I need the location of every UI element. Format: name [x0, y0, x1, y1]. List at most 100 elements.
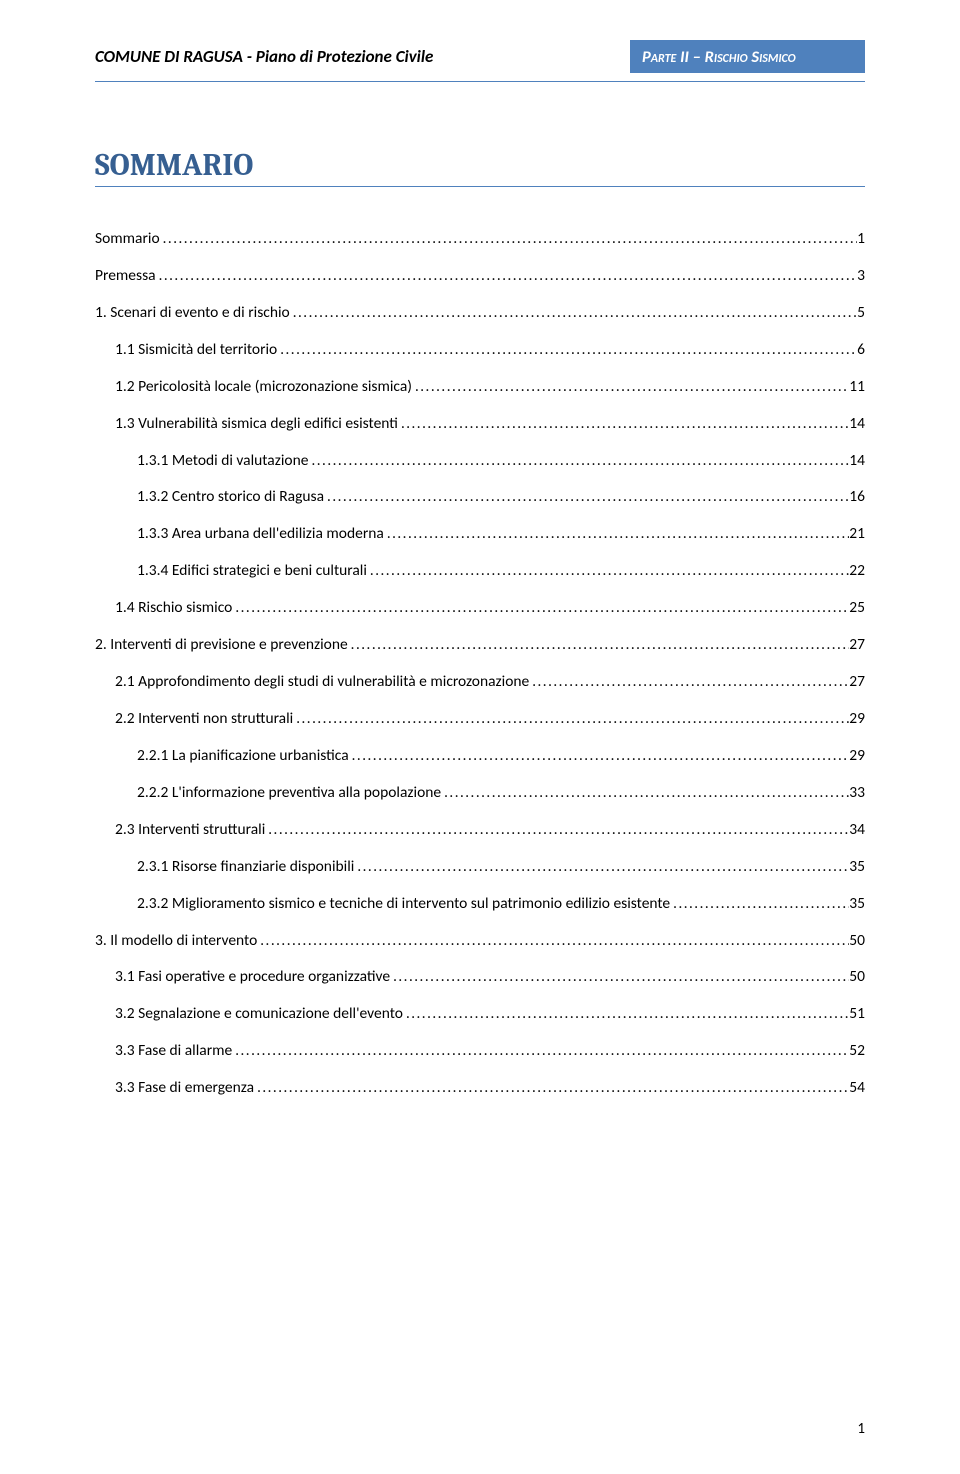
toc-entry-label: 2.2.2 L'informazione preventiva alla pop…: [137, 783, 441, 804]
toc-leader-dots: [254, 1078, 849, 1098]
toc-entry[interactable]: 1.3.1 Metodi di valutazione 14: [95, 451, 865, 472]
toc-entry-page: 52: [849, 1041, 865, 1062]
toc-entry-page: 33: [849, 783, 865, 804]
toc-entry-label: 1.4 Rischio sismico: [115, 598, 232, 619]
toc-entry[interactable]: 3. Il modello di intervento 50: [95, 931, 865, 952]
toc-entry[interactable]: 3.2 Segnalazione e comunicazione dell'ev…: [95, 1004, 865, 1025]
toc-entry[interactable]: 2.2.2 L'informazione preventiva alla pop…: [95, 783, 865, 804]
toc-entry-page: 14: [849, 451, 865, 472]
toc-entry-label: 3. Il modello di intervento: [95, 931, 257, 952]
toc-entry-page: 25: [849, 598, 865, 619]
toc-entry[interactable]: 1. Scenari di evento e di rischio 5: [95, 303, 865, 324]
toc-entry-page: 16: [849, 487, 865, 508]
toc-leader-dots: [384, 524, 849, 544]
toc-leader-dots: [160, 229, 858, 249]
toc-entry-page: 34: [849, 820, 865, 841]
toc-entry-label: 3.3 Fase di allarme: [115, 1041, 232, 1062]
toc-entry-label: 1.3.2 Centro storico di Ragusa: [137, 487, 324, 508]
toc-leader-dots: [290, 303, 857, 323]
toc-entry-page: 11: [849, 377, 865, 398]
toc-leader-dots: [265, 820, 849, 840]
toc-entry-page: 54: [849, 1078, 865, 1099]
toc-entry-label: 1. Scenari di evento e di rischio: [95, 303, 290, 324]
toc-entry-page: 21: [849, 524, 865, 545]
document-page: COMUNE DI RAGUSA - Piano di Protezione C…: [0, 0, 960, 1474]
toc-entry[interactable]: 3.3 Fase di allarme 52: [95, 1041, 865, 1062]
toc-entry-page: 27: [849, 672, 865, 693]
toc-entry-page: 27: [849, 635, 865, 656]
toc-entry-label: 1.3 Vulnerabilità sismica degli edifici …: [115, 414, 398, 435]
toc-entry-page: 35: [849, 857, 865, 878]
header-left-title: COMUNE DI RAGUSA - Piano di Protezione C…: [95, 40, 630, 73]
toc-leader-dots: [232, 1041, 849, 1061]
toc-entry[interactable]: 2.2.1 La pianificazione urbanistica 29: [95, 746, 865, 767]
toc-entry[interactable]: 1.3.3 Area urbana dell'edilizia moderna …: [95, 524, 865, 545]
toc-entry-label: 2.1 Approfondimento degli studi di vulne…: [115, 672, 529, 693]
toc-leader-dots: [390, 967, 849, 987]
toc-entry[interactable]: 3.1 Fasi operative e procedure organizza…: [95, 967, 865, 988]
title-underline: [95, 186, 865, 187]
toc-entry-page: 5: [857, 303, 865, 324]
toc-entry-page: 6: [857, 340, 865, 361]
toc-leader-dots: [308, 451, 849, 471]
toc-entry-label: 2.3 Interventi strutturali: [115, 820, 265, 841]
toc-entry[interactable]: 2. Interventi di previsione e prevenzion…: [95, 635, 865, 656]
toc-entry[interactable]: 1.1 Sismicità del territorio 6: [95, 340, 865, 361]
toc-leader-dots: [529, 672, 849, 692]
toc-entry-page: 1: [857, 229, 865, 250]
toc-entry[interactable]: 2.3.1 Risorse finanziarie disponibili 35: [95, 857, 865, 878]
toc-leader-dots: [412, 377, 849, 397]
toc-entry[interactable]: 1.3.2 Centro storico di Ragusa 16: [95, 487, 865, 508]
toc-entry-page: 29: [849, 746, 865, 767]
toc-entry-page: 35: [849, 894, 865, 915]
toc-entry-page: 51: [849, 1004, 865, 1025]
toc-entry-label: Premessa: [95, 266, 156, 287]
toc-leader-dots: [367, 561, 849, 581]
toc-entry[interactable]: 2.2 Interventi non strutturali 29: [95, 709, 865, 730]
toc-entry[interactable]: 3.3 Fase di emergenza 54: [95, 1078, 865, 1099]
toc-entry[interactable]: 2.3.2 Miglioramento sismico e tecniche d…: [95, 894, 865, 915]
toc-entry-page: 22: [849, 561, 865, 582]
table-of-contents: Sommario 1 Premessa 3 1. Scenari di evento…: [95, 229, 865, 1099]
toc-entry-page: 3: [857, 266, 865, 287]
toc-entry-label: 2.2.1 La pianificazione urbanistica: [137, 746, 349, 767]
toc-leader-dots: [354, 857, 849, 877]
toc-entry[interactable]: 1.2 Pericolosità locale (microzonazione …: [95, 377, 865, 398]
toc-leader-dots: [403, 1004, 849, 1024]
toc-entry-label: 1.3.3 Area urbana dell'edilizia moderna: [137, 524, 384, 545]
toc-leader-dots: [324, 487, 849, 507]
toc-leader-dots: [348, 635, 850, 655]
toc-entry[interactable]: Premessa 3: [95, 266, 865, 287]
toc-entry[interactable]: 1.3.4 Edifici strategici e beni cultural…: [95, 561, 865, 582]
toc-entry[interactable]: 2.3 Interventi strutturali 34: [95, 820, 865, 841]
toc-entry-label: 3.3 Fase di emergenza: [115, 1078, 254, 1099]
page-number: 1: [857, 1420, 865, 1438]
toc-entry[interactable]: 1.3 Vulnerabilità sismica degli edifici …: [95, 414, 865, 435]
toc-leader-dots: [293, 709, 849, 729]
toc-entry[interactable]: Sommario 1: [95, 229, 865, 250]
toc-leader-dots: [257, 931, 849, 951]
toc-entry-page: 50: [849, 931, 865, 952]
toc-entry-label: 1.2 Pericolosità locale (microzonazione …: [115, 377, 412, 398]
toc-entry-label: 2.3.1 Risorse finanziarie disponibili: [137, 857, 354, 878]
toc-leader-dots: [670, 894, 849, 914]
toc-leader-dots: [232, 598, 849, 618]
header-right-tab: Parte II – Rischio Sismico: [630, 40, 865, 73]
toc-leader-dots: [441, 783, 849, 803]
toc-entry-label: 1.3.4 Edifici strategici e beni cultural…: [137, 561, 367, 582]
toc-entry-page: 14: [849, 414, 865, 435]
toc-leader-dots: [349, 746, 850, 766]
toc-entry-label: 2.2 Interventi non strutturali: [115, 709, 293, 730]
toc-entry-label: 2.3.2 Miglioramento sismico e tecniche d…: [137, 894, 670, 915]
toc-entry-label: 1.3.1 Metodi di valutazione: [137, 451, 308, 472]
toc-entry-page: 29: [849, 709, 865, 730]
page-header: COMUNE DI RAGUSA - Piano di Protezione C…: [95, 40, 865, 73]
toc-entry-label: 3.2 Segnalazione e comunicazione dell'ev…: [115, 1004, 403, 1025]
toc-entry[interactable]: 1.4 Rischio sismico 25: [95, 598, 865, 619]
header-divider: [95, 81, 865, 82]
toc-entry[interactable]: 2.1 Approfondimento degli studi di vulne…: [95, 672, 865, 693]
toc-entry-label: Sommario: [95, 229, 160, 250]
toc-entry-label: 2. Interventi di previsione e prevenzion…: [95, 635, 348, 656]
toc-leader-dots: [398, 414, 849, 434]
toc-leader-dots: [156, 266, 858, 286]
